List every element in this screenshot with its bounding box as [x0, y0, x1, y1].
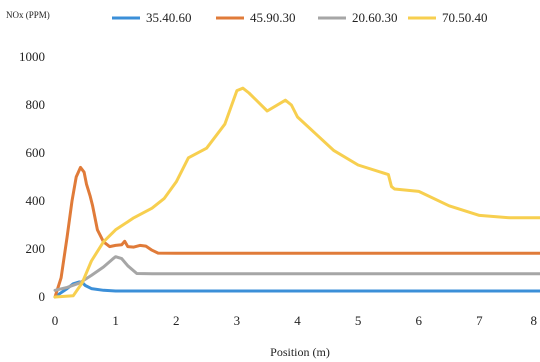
y-tick-label: 1000 — [19, 49, 45, 64]
x-tick-label: 8 — [531, 313, 538, 328]
y-tick-label: 600 — [26, 145, 46, 160]
y-tick-label: 800 — [26, 97, 46, 112]
x-tick-labels: 0 1 2 3 4 5 6 7 8 — [52, 313, 537, 328]
y-axis-label: NOx (PPM) — [6, 10, 50, 20]
x-tick-label: 7 — [476, 313, 483, 328]
y-tick-label: 200 — [26, 241, 46, 256]
series-line-70.50.40 — [53, 86, 540, 299]
y-tick-label: 0 — [39, 289, 46, 304]
legend-label: 35.40.60 — [146, 10, 192, 25]
x-tick-label: 4 — [294, 313, 301, 328]
legend-label: 70.50.40 — [442, 10, 488, 25]
series-line-35.40.60 — [53, 280, 540, 299]
legend-label: 20.60.30 — [352, 10, 398, 25]
series-line-45.90.30 — [53, 165, 540, 299]
x-axis-label: Position (m) — [270, 345, 330, 359]
legend-label: 45.90.30 — [250, 10, 296, 25]
y-tick-label: 400 — [26, 193, 46, 208]
x-tick-label: 5 — [355, 313, 362, 328]
legend: 35.40.60 45.90.30 20.60.30 70.50.40 — [112, 10, 488, 25]
y-tick-labels: 0 200 400 600 800 1000 — [19, 49, 45, 304]
x-tick-label: 2 — [173, 313, 180, 328]
series-line-20.60.30 — [53, 255, 540, 292]
x-tick-label: 3 — [234, 313, 241, 328]
x-tick-label: 6 — [416, 313, 423, 328]
series-lines — [53, 86, 540, 299]
x-tick-label: 1 — [112, 313, 119, 328]
x-tick-label: 0 — [52, 313, 59, 328]
